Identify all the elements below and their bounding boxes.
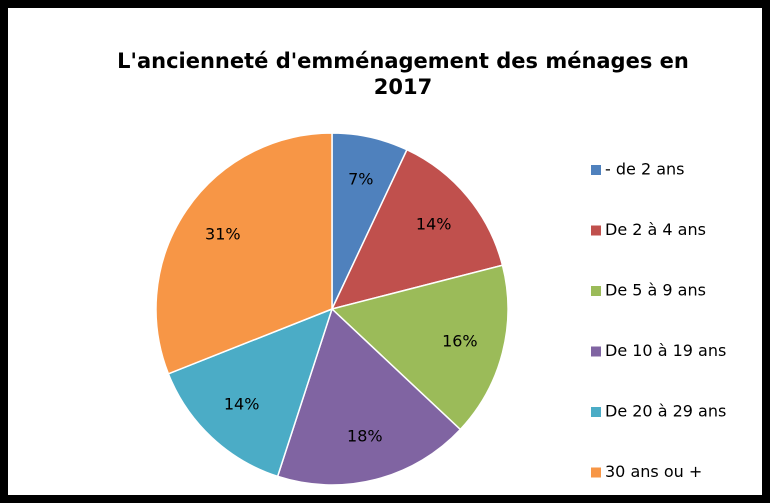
- data-label: 14%: [224, 395, 260, 414]
- legend-label: De 10 à 19 ans: [605, 341, 726, 360]
- legend-swatch: [591, 467, 601, 478]
- legend-swatch: [591, 225, 601, 236]
- data-label: 31%: [205, 224, 241, 243]
- pie-slice: [276, 307, 462, 486]
- data-label: 16%: [442, 331, 478, 350]
- data-label: 7%: [348, 170, 373, 189]
- pie-slice: [155, 132, 333, 375]
- data-label: 14%: [416, 214, 452, 233]
- legend-swatch: [591, 286, 601, 296]
- legend-label: 30 ans ou +: [605, 462, 702, 481]
- legend-label: De 20 à 29 ans: [605, 402, 726, 421]
- data-label: 18%: [347, 426, 383, 445]
- pie-slice: [330, 264, 509, 431]
- legend-swatch: [591, 407, 601, 417]
- legend-label: De 2 à 4 ans: [605, 220, 706, 239]
- legend-swatch: [591, 165, 601, 175]
- legend-label: - de 2 ans: [605, 160, 685, 179]
- legend-label: De 5 à 9 ans: [605, 281, 706, 300]
- pie-slice: [167, 307, 334, 478]
- chart-title: L'ancienneté d'emménagement des ménages …: [117, 49, 689, 99]
- legend-swatch: [591, 346, 601, 357]
- pie-slice: [330, 148, 504, 311]
